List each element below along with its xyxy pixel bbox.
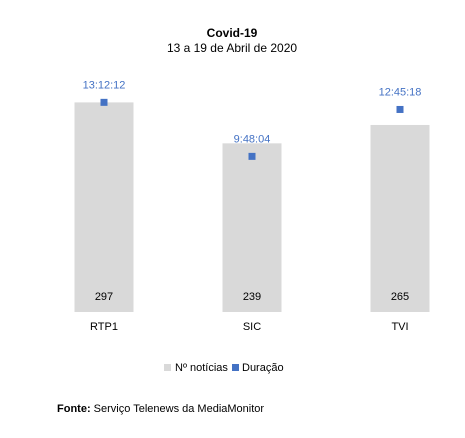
markers-layer (100, 98, 404, 160)
category-label-sic: SIC (243, 321, 261, 333)
bar-tvi (370, 124, 430, 312)
category-label-tvi: TVI (391, 321, 408, 333)
duration-label-sic: 9:48:04 (234, 133, 271, 145)
chart-title: Covid-19 (207, 26, 258, 40)
duration-marker-sic (248, 152, 256, 160)
legend-swatch-noticias (164, 364, 171, 371)
chart-subtitle: 13 a 19 de Abril de 2020 (167, 41, 297, 55)
bars-layer (74, 102, 430, 312)
source-label: Fonte: (57, 403, 91, 415)
legend-label-noticias: Nº notícias (175, 362, 228, 374)
legend-swatch-duracao (232, 364, 239, 371)
legend: Nº notícias Duração (164, 362, 284, 374)
category-labels-layer: RTP1 SIC TVI (90, 321, 409, 333)
bar-label-rtp1: 297 (95, 291, 113, 303)
category-label-rtp1: RTP1 (90, 321, 118, 333)
duration-label-tvi: 12:45:18 (379, 86, 422, 98)
source-note: Fonte: Serviço Telenews da MediaMonitor (57, 403, 264, 415)
bar-rtp1 (74, 102, 134, 312)
bar-label-tvi: 265 (391, 291, 409, 303)
bar-sic (222, 143, 282, 312)
legend-label-duracao: Duração (242, 362, 284, 374)
bar-labels-layer: 297 239 265 (95, 291, 409, 303)
duration-marker-tvi (396, 105, 404, 113)
duration-marker-rtp1 (100, 98, 108, 106)
bar-label-sic: 239 (243, 291, 261, 303)
duration-label-rtp1: 13:12:12 (83, 79, 126, 91)
source-text: Serviço Telenews da MediaMonitor (93, 403, 265, 415)
chart: Covid-19 13 a 19 de Abril de 2020 297 239… (74, 26, 430, 374)
marker-labels-layer: 13:12:12 9:48:04 12:45:18 (83, 79, 422, 145)
